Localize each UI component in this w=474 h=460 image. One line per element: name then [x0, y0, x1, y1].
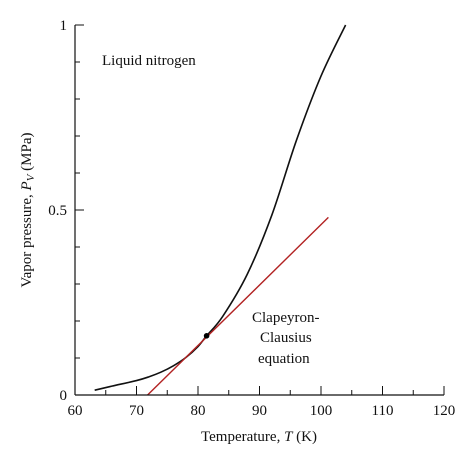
y-tick-label: 0.5	[48, 203, 67, 219]
x-tick-label: 120	[433, 403, 456, 419]
x-axis-title: Temperature, T (K)	[201, 429, 317, 445]
x-tick-label: 100	[310, 403, 333, 419]
x-tick-label: 90	[252, 403, 267, 419]
vapor-pressure-curve	[94, 24, 347, 391]
y-axis-title: Vapor pressure, PV (MPa)	[19, 132, 37, 287]
axis-ticks: 60 70 80 90 100 110 120 0 0.5 1	[48, 18, 455, 419]
x-tick-label: 60	[68, 403, 83, 419]
annotation-clapeyron-line3: equation	[258, 351, 310, 367]
x-tick-label: 80	[191, 403, 206, 419]
annotation-clapeyron-line2: Clausius	[260, 330, 312, 346]
clapeyron-clausius-tangent-line	[147, 216, 329, 396]
tangent-point	[203, 333, 210, 339]
y-tick-label: 1	[60, 18, 68, 34]
annotation-clapeyron-line1: Clapeyron-	[252, 310, 319, 326]
x-tick-label: 110	[372, 403, 394, 419]
y-tick-label: 0	[60, 388, 68, 404]
annotation-liquid-nitrogen: Liquid nitrogen	[102, 53, 196, 69]
plot-marks	[94, 24, 347, 396]
x-tick-label: 70	[129, 403, 144, 419]
